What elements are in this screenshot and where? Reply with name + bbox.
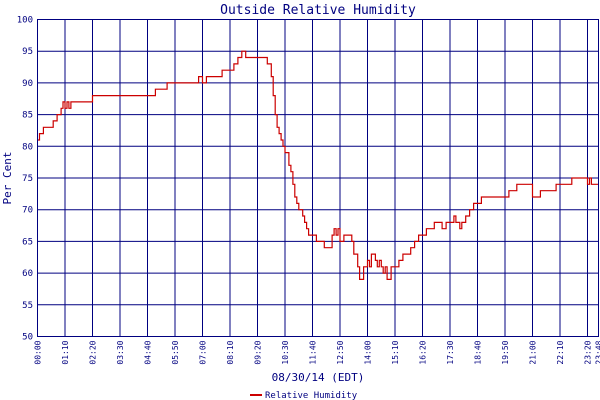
x-tick-label: 08:10	[226, 340, 235, 364]
y-tick-label: 100	[17, 16, 33, 26]
x-tick-label: 03:30	[116, 340, 125, 364]
x-tick-label: 10:30	[281, 340, 290, 364]
data-layer	[37, 50, 599, 280]
y-axis-label: Per Cent	[1, 152, 14, 205]
x-tick-label: 18:40	[474, 340, 483, 364]
x-tick-label: 07:00	[199, 340, 208, 364]
x-tick-label: 16:20	[419, 340, 428, 364]
y-tick-label: 55	[22, 301, 33, 311]
plot-frame	[37, 19, 599, 337]
chart-title: Outside Relative Humidity	[220, 3, 416, 18]
legend-label: Relative Humidity	[265, 391, 358, 400]
y-tick-label: 65	[22, 237, 33, 247]
y-tick-label: 75	[22, 174, 33, 184]
axes: 50 55 60 65 70 75 80 85 90 95 100 00:00 01:10 02:20 03…	[17, 16, 600, 365]
x-tick-label: 00:00	[34, 340, 43, 364]
humidity-series-line	[37, 50, 599, 280]
x-tick-label: 14:00	[364, 340, 373, 364]
x-tick-label: 12:50	[336, 340, 345, 364]
x-tick-label: 23:48	[595, 340, 600, 364]
x-tick-label: 23:20	[584, 340, 593, 364]
x-tick-label: 21:00	[529, 340, 538, 364]
y-tick-label: 85	[22, 111, 33, 121]
y-tick-label: 80	[22, 142, 33, 152]
x-tick-label: 02:20	[89, 340, 98, 364]
y-tick-label: 50	[22, 333, 33, 343]
grid	[37, 19, 599, 337]
x-tick-label: 11:40	[309, 340, 318, 364]
x-tick-label: 22:10	[556, 340, 565, 364]
x-tick-label: 17:30	[446, 340, 455, 364]
x-tick-label: 09:20	[254, 340, 263, 364]
x-tick-label: 15:10	[391, 340, 400, 364]
x-tick-label: 19:50	[501, 340, 510, 364]
x-axis-label: 08/30/14 (EDT)	[272, 371, 365, 384]
y-tick-label: 60	[22, 269, 33, 279]
x-tick-label: 05:50	[171, 340, 180, 364]
y-tick-label: 95	[22, 47, 33, 57]
legend: Relative Humidity	[250, 391, 358, 400]
y-tick-label: 70	[22, 206, 33, 216]
x-tick-label: 04:40	[144, 340, 153, 364]
y-tick-label: 90	[22, 79, 33, 89]
x-tick-label: 01:10	[61, 340, 70, 364]
